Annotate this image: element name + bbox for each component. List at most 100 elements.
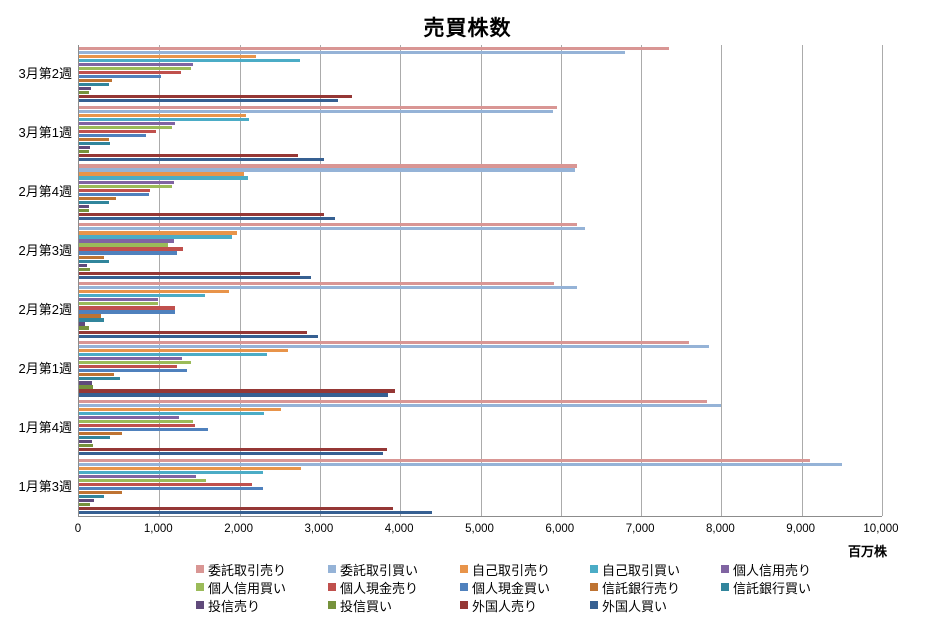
bar [79, 318, 104, 322]
legend-item: 投信売り [196, 597, 261, 614]
value-axis: 0 1,000 2,000 3,000 4,000 5,000 6,000 7,000 8,00… [75, 523, 899, 537]
category-group [79, 104, 882, 163]
bar [79, 239, 174, 243]
bar [79, 330, 308, 334]
bar [79, 314, 101, 318]
bar [79, 444, 93, 448]
legend-label: 個人現金売り [340, 580, 419, 596]
bar [79, 275, 312, 279]
bar [79, 482, 252, 487]
category-group [79, 45, 882, 104]
chart-title: 売買株数 [423, 17, 512, 40]
category-label: 3月第2週 [18, 66, 72, 82]
bar [79, 125, 173, 129]
bar [79, 495, 104, 499]
bar [79, 326, 89, 330]
bar [79, 172, 245, 176]
legend-item: 自己取引買い [590, 561, 680, 578]
category-label: 1月第3週 [18, 478, 72, 494]
category-label: 2月第3週 [18, 243, 72, 259]
bar [79, 365, 177, 369]
bar [79, 137, 109, 141]
bar [79, 470, 263, 475]
bar [79, 436, 111, 440]
bar [79, 95, 353, 99]
bar [79, 411, 265, 416]
bar [79, 157, 324, 162]
legend-item: 信託銀行買い [721, 579, 812, 596]
bar [79, 74, 161, 79]
bar [79, 503, 91, 507]
bar [79, 196, 116, 200]
gridline [159, 45, 161, 516]
legend-swatch-icon [590, 601, 598, 609]
legend-label: 自己取引売り [472, 562, 551, 578]
bar [79, 192, 149, 196]
bar [79, 46, 670, 50]
legend-label: 委託取引売り [208, 562, 287, 578]
bar [79, 231, 238, 235]
category-label: 3月第1週 [18, 125, 72, 141]
bar [79, 145, 91, 150]
bar [79, 353, 267, 357]
bar [79, 129, 157, 133]
category-group [79, 398, 882, 457]
bar [79, 341, 690, 345]
legend-swatch-icon [460, 601, 468, 609]
legend-item: 外国人買い [590, 597, 667, 614]
bar [79, 349, 288, 353]
bar [79, 255, 104, 259]
legend-swatch-icon [590, 583, 598, 591]
legend-item: 委託取引売り [196, 561, 287, 578]
bar [79, 381, 92, 385]
bar [79, 153, 299, 158]
bar [79, 458, 810, 462]
bar [79, 121, 176, 125]
legend-item: 個人信用売り [721, 561, 812, 578]
bar [79, 235, 233, 239]
legend-label: 個人信用売り [733, 562, 812, 578]
gridline [560, 45, 562, 516]
x-tick-label: 1,000 [143, 523, 173, 535]
bar [79, 271, 300, 275]
legend: 委託取引売り 委託取引買い 自己取引売り 自己取引買い 個人信用売り 個人信用買い 個人現金… [0, 556, 935, 616]
legend-swatch-icon [196, 565, 204, 573]
bar [79, 223, 577, 227]
bar [79, 117, 250, 121]
bar [79, 491, 122, 495]
legend-label: 投信売り [208, 598, 261, 614]
bar [79, 499, 95, 503]
x-tick-label: 7,000 [625, 523, 655, 535]
bar [79, 511, 433, 515]
bar [79, 389, 395, 393]
bar [79, 322, 86, 326]
bar [79, 393, 389, 397]
bar [79, 54, 256, 58]
legend-swatch-icon [328, 601, 336, 609]
legend-item: 委託取引買い [328, 561, 418, 578]
legend-swatch-icon [460, 565, 468, 573]
bar [79, 216, 336, 220]
bar [79, 282, 555, 286]
bar [79, 82, 109, 87]
bar [79, 507, 393, 511]
bar [79, 306, 175, 310]
axis-unit-label: 百万株 [847, 544, 887, 559]
bar [79, 357, 182, 361]
bar [79, 78, 112, 83]
legend-label: 信託銀行買い [733, 580, 812, 596]
bar [79, 407, 282, 412]
gridline [882, 45, 883, 516]
gridline [641, 45, 643, 516]
bar [79, 361, 191, 365]
bar [79, 448, 388, 452]
bar [79, 113, 247, 117]
bar [79, 452, 383, 456]
bar [79, 86, 92, 91]
bar [79, 168, 576, 172]
gridline [319, 45, 321, 516]
bar [79, 70, 181, 75]
bar [79, 188, 150, 192]
bar [79, 377, 120, 381]
bar [79, 428, 209, 432]
